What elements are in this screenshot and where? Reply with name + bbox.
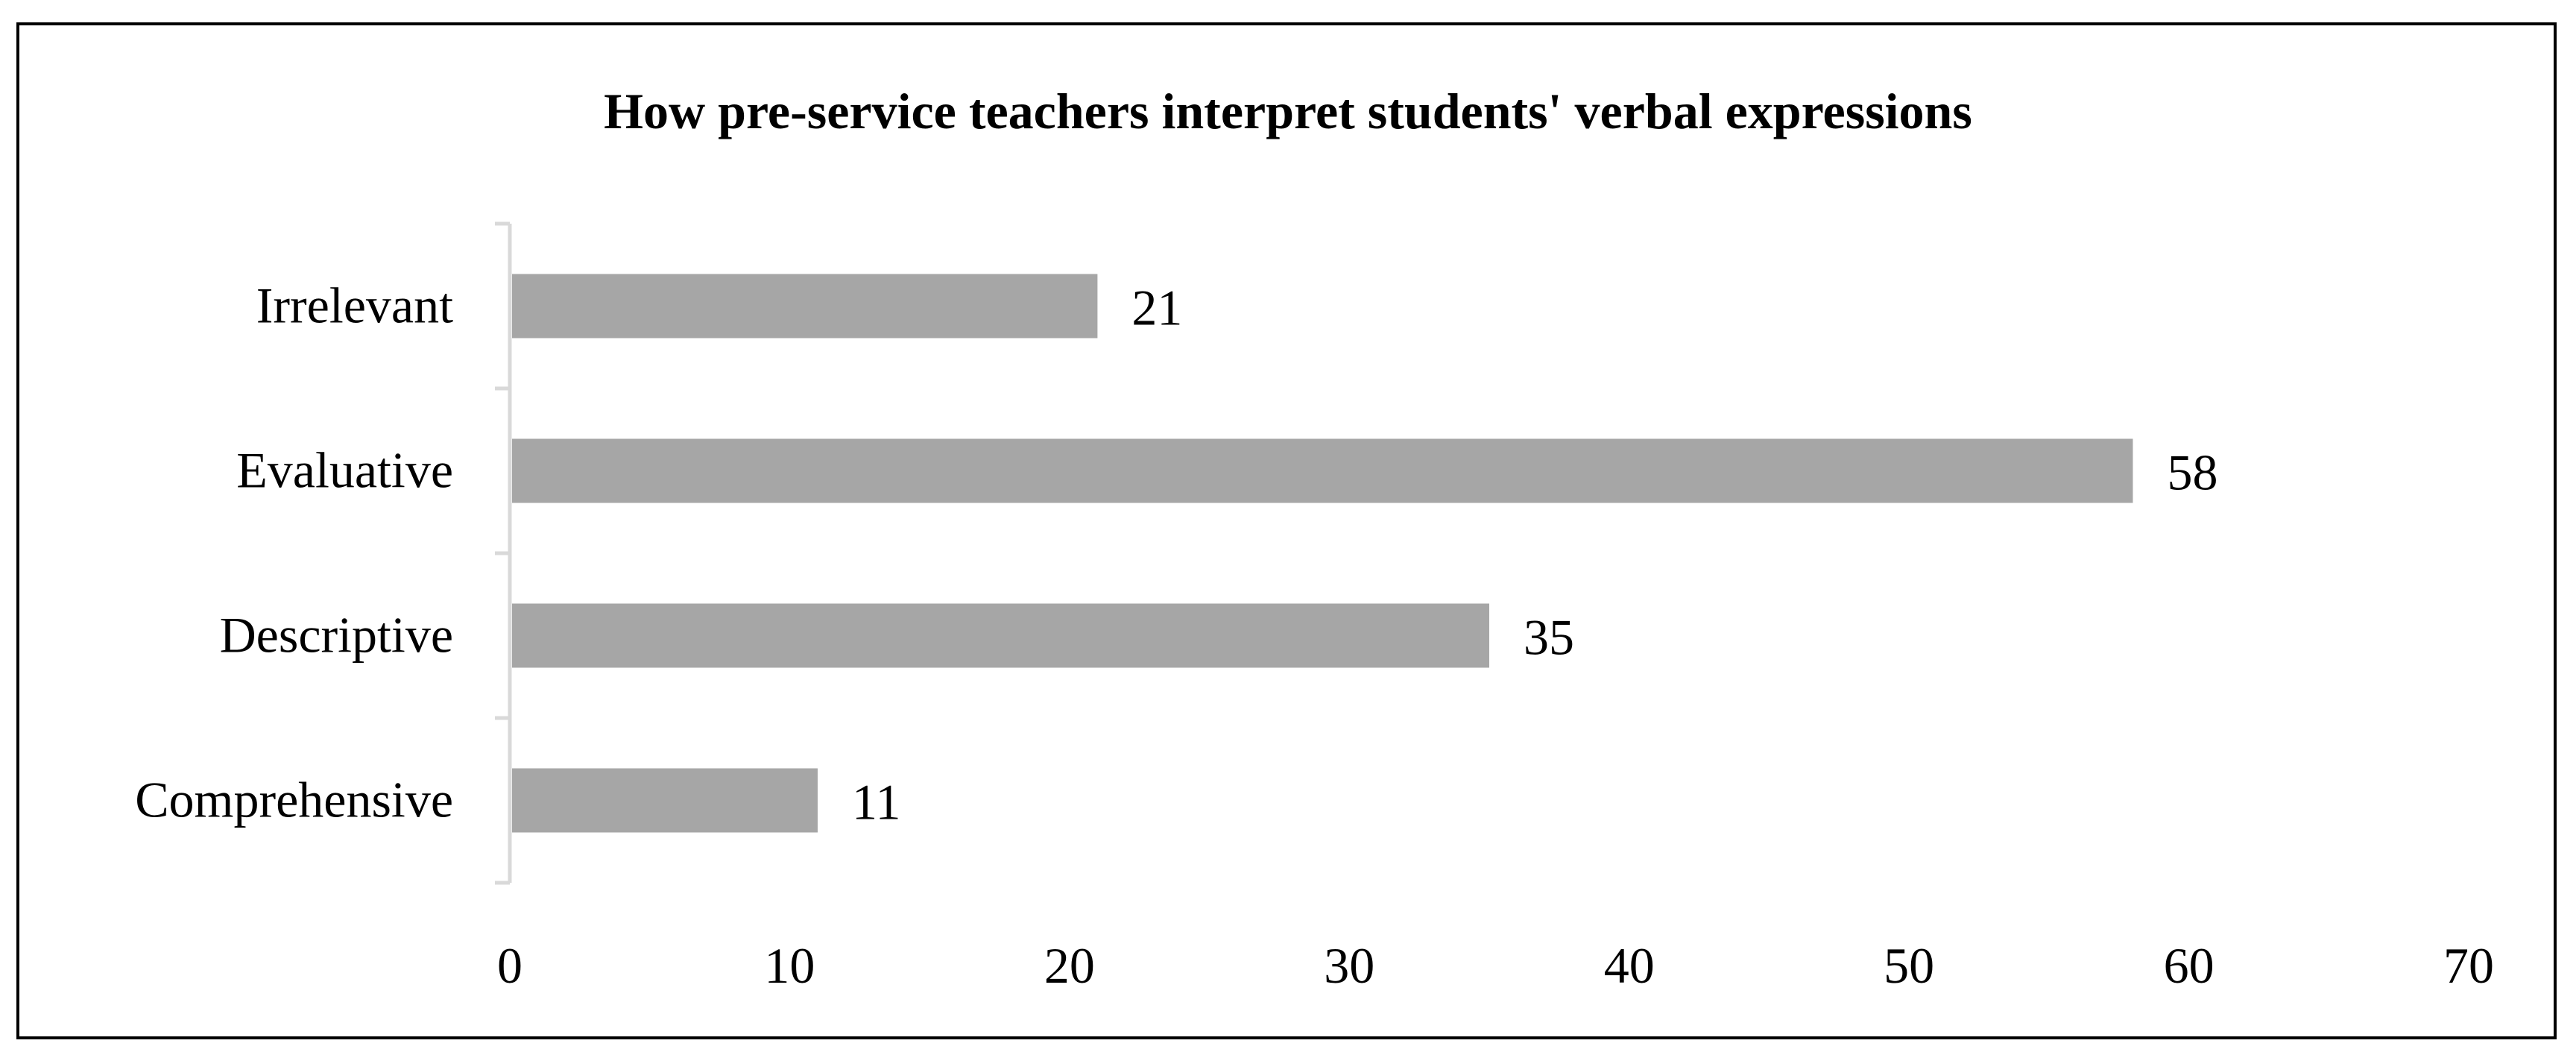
category-label: Irrelevant [256,277,453,334]
category-label: Descriptive [220,607,453,664]
x-tick-label: 20 [1044,937,1095,994]
data-label: 35 [1524,609,1574,666]
bar-descriptive [512,603,1489,668]
data-label: 58 [2167,444,2217,501]
chart-title: How pre-service teachers interpret stude… [604,83,1972,139]
data-label: 21 [1131,280,1182,336]
category-label: Evaluative [236,442,453,499]
x-tick-label: 10 [764,937,815,994]
bar-evaluative [512,438,2133,503]
x-tick-label: 0 [497,937,523,994]
bars [512,274,2133,833]
x-tick-label: 40 [1604,937,1655,994]
data-label: 11 [852,774,900,831]
data-labels: 21 58 35 11 [852,280,2218,831]
x-tick-label: 30 [1324,937,1374,994]
y-axis [495,221,512,885]
bar-irrelevant [512,274,1098,339]
category-labels: Irrelevant Evaluative Descriptive Comprehen… [135,277,453,828]
chart-frame [16,22,2557,1039]
category-label: Comprehensive [135,772,453,828]
x-tick-label: 70 [2443,937,2494,994]
x-tick-label: 50 [1884,937,1934,994]
x-tick-label: 60 [2164,937,2214,994]
bar-comprehensive [512,768,818,833]
x-axis-ticks: 0 10 20 30 40 50 60 70 [497,937,2494,994]
